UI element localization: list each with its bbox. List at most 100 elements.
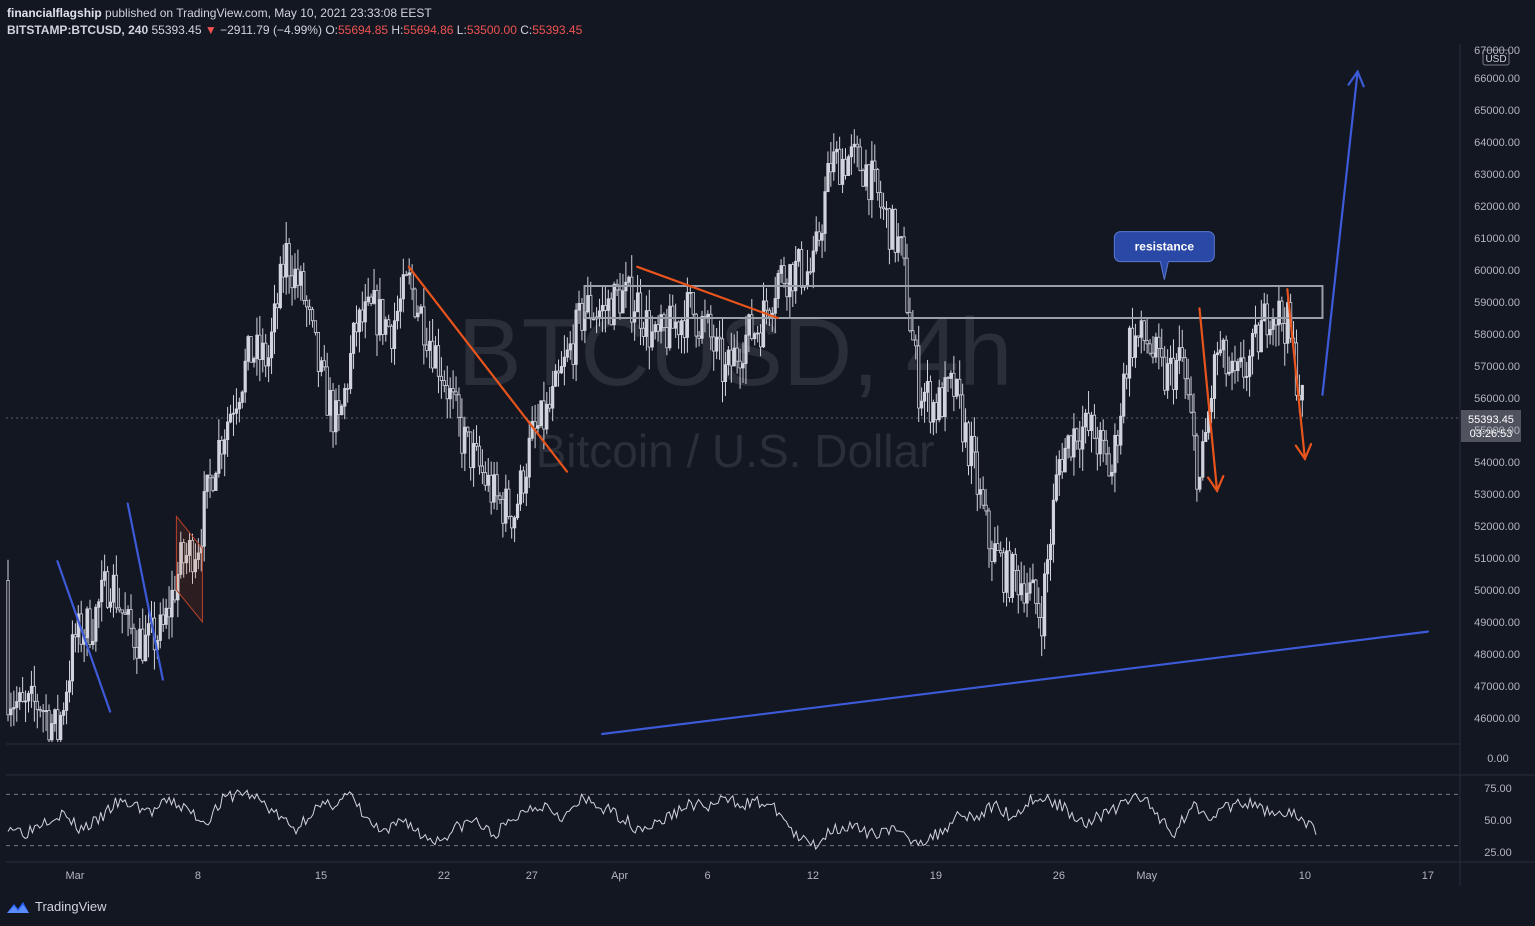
price-tick-label: 67000.00 — [1474, 45, 1520, 57]
price-tick-label: 56000.00 — [1474, 393, 1520, 405]
price-axis[interactable]: USD 55393.45 03:26:53 0.00 67000.00 66000… — [1461, 45, 1521, 765]
resistance-zone-box[interactable] — [583, 285, 1324, 319]
time-axis[interactable]: Mar 8 15 22 27 Apr 6 12 19 26 May 10 17 — [66, 870, 1434, 882]
tradingview-logo[interactable]: TradingView — [6, 899, 107, 914]
candle-body — [952, 372, 956, 397]
candle-body — [764, 300, 769, 311]
candle-body — [890, 208, 894, 250]
candle-body — [720, 338, 725, 382]
candle-body — [422, 306, 426, 346]
candle-body — [53, 709, 57, 724]
candle-body — [237, 401, 241, 410]
candle-body — [668, 305, 672, 349]
symbol-name[interactable]: BITSTAMP:BTCUSD, 240 — [7, 23, 149, 37]
time-tick-label: 17 — [1422, 870, 1434, 882]
currency-badge[interactable] — [1482, 49, 1510, 66]
candle-body — [281, 263, 285, 278]
candle-body — [472, 443, 476, 469]
price-tick-label: 53000.00 — [1474, 489, 1520, 501]
candle-body — [1163, 356, 1167, 391]
rsi-pane[interactable]: 75.00 50.00 25.00 — [6, 783, 1512, 859]
candle-body — [1063, 447, 1067, 473]
drawings[interactable]: resistance — [56, 69, 1429, 736]
candle-body — [782, 265, 786, 284]
candle-body — [431, 340, 435, 369]
candle-body — [252, 358, 256, 363]
last-price-axis-label: 55393.45 — [1468, 414, 1514, 426]
candle-body — [1075, 428, 1079, 442]
candle-body — [313, 320, 318, 333]
orange-trend-line[interactable] — [1286, 288, 1307, 460]
candle-body — [1151, 352, 1155, 358]
candle-body — [750, 314, 754, 340]
price-tick-label: 48000.00 — [1474, 649, 1520, 661]
candle-body — [1031, 579, 1035, 584]
author-name[interactable]: financialflagship — [7, 6, 102, 20]
candle-body — [1268, 329, 1272, 336]
candle-body — [1242, 357, 1246, 378]
candle-body — [794, 260, 798, 292]
last-price: 55393.45 — [151, 23, 202, 37]
candle-body — [243, 360, 247, 393]
candle-body — [650, 331, 654, 348]
candle-body — [269, 331, 274, 359]
candle-body — [1245, 376, 1249, 378]
candle-body — [234, 408, 239, 414]
candle-body — [627, 276, 631, 283]
candle-body — [264, 342, 268, 367]
candle-body — [996, 543, 1000, 551]
time-tick-label: 15 — [315, 870, 327, 882]
projection-arrow-line[interactable] — [1321, 70, 1359, 396]
open-label: O: — [325, 23, 338, 37]
candle-body — [384, 319, 388, 335]
candle-body — [1069, 435, 1073, 458]
blue-swing-line[interactable] — [126, 502, 164, 681]
resistance-callout[interactable] — [1113, 231, 1215, 280]
candle-body — [917, 345, 921, 409]
price-tick-label: 52000.00 — [1474, 521, 1520, 533]
orange-trend-line[interactable] — [407, 265, 569, 473]
candle-body — [1066, 435, 1070, 449]
candle-body — [633, 311, 637, 323]
candle-body — [729, 349, 733, 367]
candle-body — [363, 301, 367, 323]
blue-swing-line[interactable] — [56, 560, 112, 713]
candle-body — [226, 421, 230, 441]
rsi-line — [7, 789, 1317, 851]
candle-body — [267, 357, 271, 367]
candle-body — [1034, 579, 1038, 604]
candle-body — [21, 692, 25, 702]
candle-body — [249, 336, 253, 363]
candles[interactable] — [6, 129, 1304, 742]
candle-body — [369, 296, 373, 304]
candle-body — [340, 405, 344, 416]
candle-body — [1142, 320, 1146, 341]
candle-body — [477, 445, 482, 467]
candle-body — [1092, 414, 1097, 439]
low-value: 53500.00 — [466, 23, 517, 37]
candle-body — [638, 292, 643, 329]
candle-body — [23, 700, 28, 703]
orange-trend-line[interactable] — [636, 265, 779, 320]
candle-body — [990, 548, 994, 562]
support-trendline[interactable] — [600, 630, 1429, 736]
candle-body — [220, 440, 224, 455]
candle-body — [715, 336, 719, 352]
flag-pattern-box[interactable] — [175, 514, 203, 624]
high-value: 55694.86 — [403, 23, 454, 37]
projection-arrow-head-icon — [1347, 69, 1365, 88]
candle-body — [999, 550, 1003, 554]
candle-body — [799, 249, 804, 288]
candle-body — [407, 272, 411, 276]
candle-body — [855, 143, 859, 148]
candle-body — [577, 303, 581, 311]
candle-body — [1218, 349, 1222, 354]
candle-body — [600, 304, 605, 312]
orange-trend-line[interactable] — [1198, 307, 1219, 492]
candle-body — [182, 542, 186, 564]
candle-body — [1019, 583, 1023, 596]
candle-body — [404, 274, 408, 277]
candle-body — [934, 402, 938, 421]
candle-body — [1157, 336, 1161, 349]
